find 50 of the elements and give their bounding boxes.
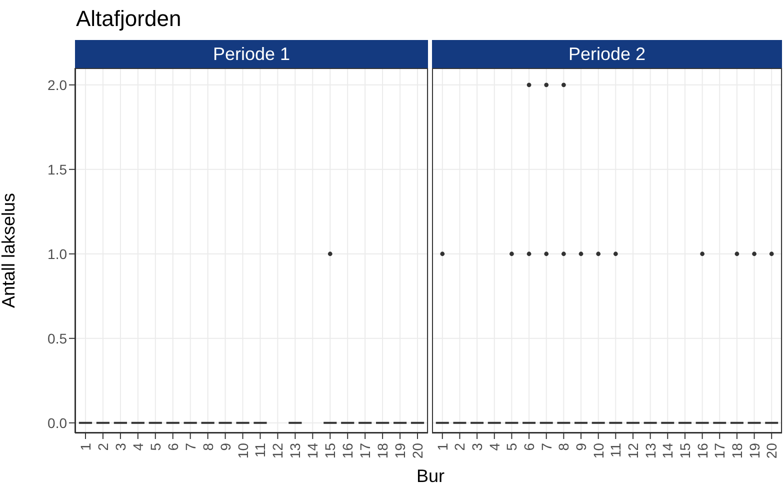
chart-subtitle: Periode 2 — [432, 40, 782, 68]
x-tick-label: 7 — [182, 442, 198, 451]
x-tick-label: 6 — [521, 442, 538, 451]
x-tick-label: 17 — [712, 442, 728, 459]
x-tick-label: 16 — [694, 442, 710, 459]
x-tick-label: 20 — [410, 442, 426, 459]
x-tick-label: 14 — [660, 442, 676, 459]
y-tick-label: 1.5 — [48, 161, 68, 178]
x-tick-label: 16 — [340, 442, 356, 459]
x-tick-label: 2 — [94, 442, 111, 451]
x-tick-label: 10 — [234, 442, 251, 459]
x-tick-label: 12 — [624, 442, 641, 459]
x-tick-label: 15 — [322, 442, 338, 459]
y-tick-label: 1.0 — [48, 246, 68, 262]
x-tick-label: 8 — [556, 442, 572, 451]
x-tick-label: 9 — [573, 442, 590, 451]
x-tick-label: 4 — [130, 442, 146, 451]
x-tick-label: 13 — [642, 442, 658, 459]
x-tick-label: 12 — [270, 442, 286, 459]
x-tick-label: 18 — [728, 442, 745, 459]
y-tick-label: 2.0 — [48, 76, 68, 93]
x-tick-label: 7 — [538, 442, 554, 451]
x-tick-label: 1 — [77, 442, 94, 451]
x-tick-label: 18 — [374, 442, 391, 459]
x-tick-label: 20 — [764, 442, 780, 459]
x-tick-label: 3 — [112, 442, 128, 451]
x-tick-label: 11 — [608, 442, 624, 458]
chart-title: Altafjorden — [76, 6, 182, 32]
x-tick-label: 3 — [469, 442, 486, 451]
x-tick-label: 5 — [147, 442, 164, 451]
x-tick-label: 5 — [504, 442, 520, 451]
x-tick-label: 2 — [452, 442, 468, 451]
x-axis-title: Bur — [415, 466, 446, 486]
y-tick-label: 0.0 — [48, 414, 68, 431]
x-tick-label: 19 — [392, 442, 408, 459]
x-tick-label: 17 — [357, 442, 374, 459]
x-tick-label: 6 — [164, 442, 181, 451]
x-tick-label: 15 — [676, 442, 693, 459]
x-tick-label: 9 — [217, 442, 234, 451]
x-tick-label: 14 — [304, 442, 321, 459]
x-tick-label: 19 — [746, 442, 762, 459]
y-axis-title: Antall lakselus — [0, 192, 18, 308]
x-tick-label: 13 — [287, 442, 304, 459]
y-tick-label: 0.5 — [48, 330, 68, 346]
x-tick-label: 10 — [590, 442, 606, 459]
x-tick-label: 1 — [434, 442, 450, 451]
chart-subtitle: Periode 1 — [75, 40, 428, 68]
x-tick-label: 4 — [486, 442, 502, 451]
x-tick-label: 8 — [200, 442, 216, 451]
x-tick-label: 11 — [252, 442, 268, 458]
